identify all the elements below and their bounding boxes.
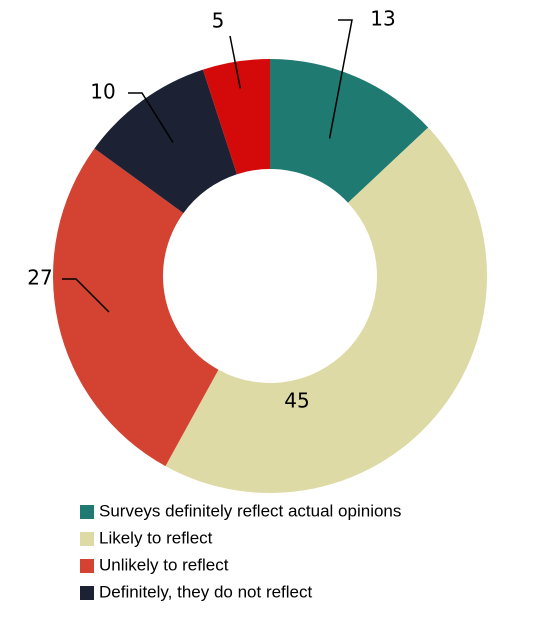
leader-line xyxy=(229,35,242,89)
legend-label: Definitely, they do not reflect xyxy=(99,582,313,601)
data-label: 27 xyxy=(27,266,52,290)
legend-label: Unlikely to reflect xyxy=(99,555,229,574)
donut-slice xyxy=(165,127,487,493)
legend-swatch xyxy=(80,505,94,519)
leader-line xyxy=(328,19,353,139)
donut-slice xyxy=(202,59,270,175)
legend-swatch xyxy=(80,586,94,600)
donut-slice xyxy=(270,59,429,203)
legend-label: Likely to reflect xyxy=(99,528,213,547)
legend-label: Surveys definitely reflect actual opinio… xyxy=(99,501,401,520)
data-label: 45 xyxy=(284,389,309,413)
data-label: 5 xyxy=(212,9,225,33)
leader-line xyxy=(62,278,110,313)
data-label: 13 xyxy=(370,7,395,31)
legend-swatch xyxy=(80,559,94,573)
leader-line xyxy=(128,92,174,143)
data-label: 10 xyxy=(90,80,115,104)
legend-swatch xyxy=(80,532,94,546)
donut-slice xyxy=(94,69,237,214)
donut-slice xyxy=(53,148,219,467)
